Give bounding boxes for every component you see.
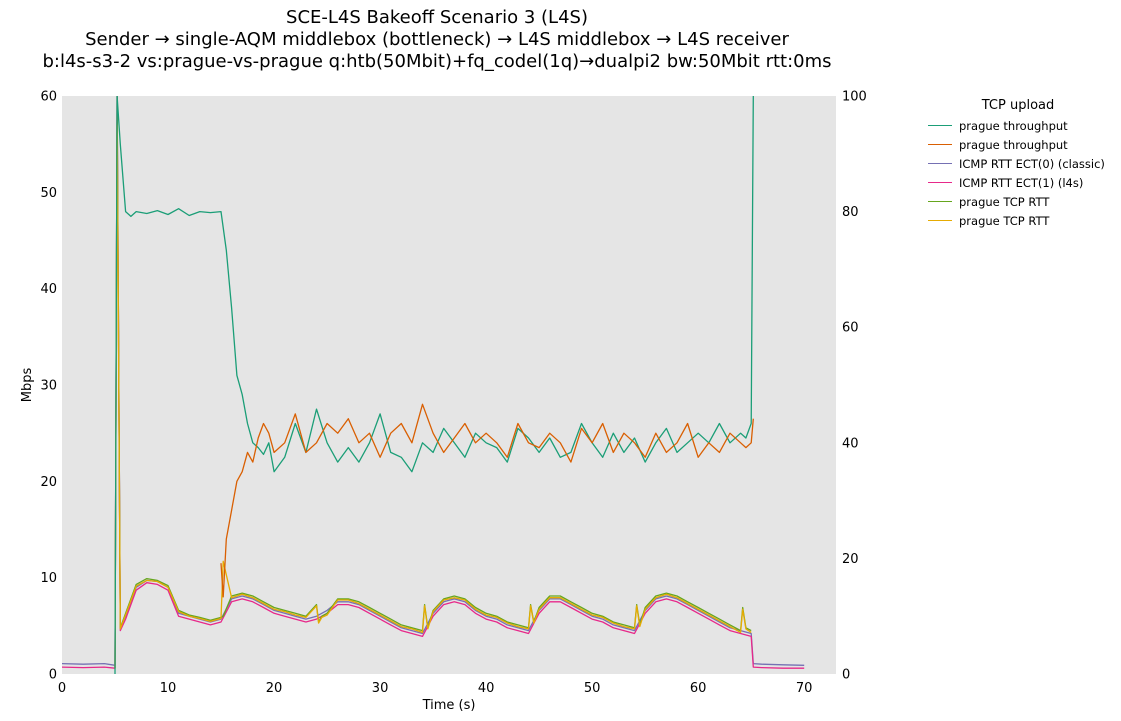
y-right-tick-label: 20 [842,552,859,567]
y-right-tick-label: 0 [842,668,850,683]
y-left-tick-label: 20 [40,475,57,490]
x-tick-label: 0 [58,681,66,696]
chart-subtitle-params: b:l4s-s3-2 vs:prague-vs-prague q:htb(50M… [42,51,832,72]
plot-background [62,96,836,674]
y-left-tick-label: 60 [40,90,57,105]
x-tick-label: 40 [478,681,495,696]
legend-entry-3: ICMP RTT ECT(1) (l4s) [918,173,1118,192]
legend-swatch [928,182,952,183]
legend-entry-0: prague throughput [918,116,1118,135]
x-tick-label: 70 [796,681,813,696]
legend-swatch [928,125,952,126]
legend-entry-5: prague TCP RTT [918,211,1118,230]
x-tick-label: 20 [266,681,283,696]
y-left-tick-label: 0 [49,668,57,683]
series-line-5 [114,124,752,669]
series-line-1 [220,403,754,598]
y-left-axis-label: Mbps [20,368,35,403]
legend-entry-1: prague throughput [918,135,1118,154]
legend-entry-2: ICMP RTT ECT(0) (classic) [918,154,1118,173]
x-tick-label: 10 [160,681,177,696]
y-right-tick-label: 100 [842,90,867,105]
legend-swatch [928,163,952,164]
legend-entry-4: prague TCP RTT [918,192,1118,211]
chart-area: 0 10 20 30 40 50 60 70 0 10 20 30 40 50 60 0 20 40 60 80 100… [20,90,867,714]
legend-label: prague TCP RTT [959,213,1050,228]
legend-swatch [928,220,952,221]
y-left-tick-label: 50 [40,186,57,201]
y-left-tick-label: 40 [40,282,57,297]
y-left-tick-label: 30 [40,379,57,394]
y-right-tick-label: 80 [842,205,859,220]
chart-title: SCE-L4S Bakeoff Scenario 3 (L4S) [286,7,588,28]
legend-label: ICMP RTT ECT(0) (classic) [959,156,1105,171]
series-line-0 [114,96,754,674]
y-left-tick-label: 10 [40,571,57,586]
chart-subtitle-topology: Sender → single-AQM middlebox (bottlenec… [85,29,789,50]
legend-title: TCP upload [981,98,1055,113]
y-right-tick-label: 40 [842,436,859,451]
legend-swatch [928,201,952,202]
legend-label: prague throughput [959,137,1068,152]
legend-label: prague TCP RTT [959,194,1050,209]
x-axis-label: Time (s) [422,698,476,713]
legend-label: prague throughput [959,118,1068,133]
x-tick-label: 60 [690,681,707,696]
y-right-tick-label: 60 [842,321,859,336]
legend-swatch [928,144,952,145]
x-tick-label: 30 [372,681,389,696]
x-tick-label: 50 [584,681,601,696]
legend: TCP upload prague throughput prague throu… [918,98,1118,230]
legend-label: ICMP RTT ECT(1) (l4s) [959,175,1084,190]
